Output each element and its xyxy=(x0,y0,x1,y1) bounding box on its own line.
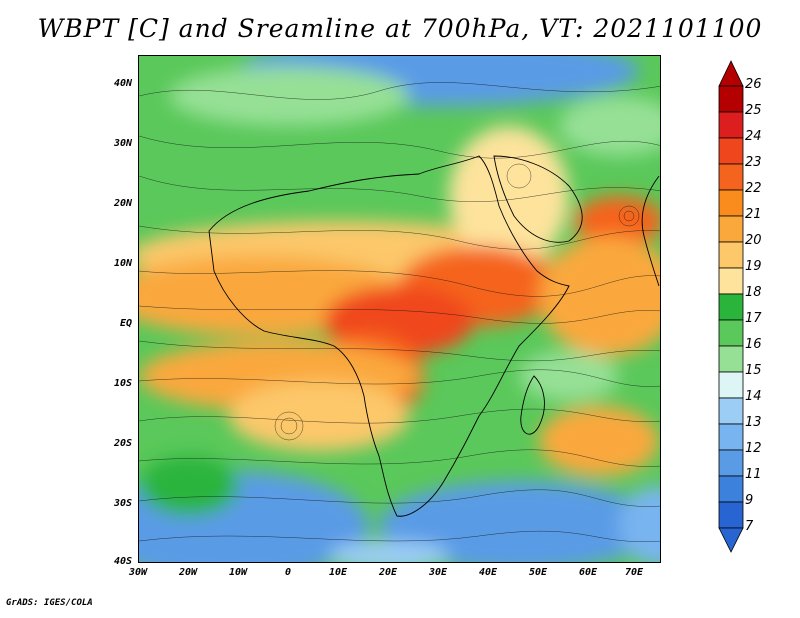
lat-label: 30N xyxy=(113,138,132,149)
lon-label: 20W xyxy=(178,567,198,578)
map-panel xyxy=(138,55,661,563)
colorbar-label: 22 xyxy=(745,181,762,196)
colorbar-swatch xyxy=(718,319,744,347)
colorbar-swatch xyxy=(718,163,744,191)
colorbar-top-arrow xyxy=(718,60,744,87)
colorbar-label: 14 xyxy=(745,389,762,404)
colorbar-swatch xyxy=(718,137,744,165)
lon-label: 10E xyxy=(328,567,348,578)
lon-label: 50E xyxy=(528,567,548,578)
colorbar-label: 24 xyxy=(745,129,762,144)
colorbar-swatches xyxy=(718,60,744,553)
colorbar-label: 21 xyxy=(745,207,762,222)
lon-label: 60E xyxy=(578,567,598,578)
grads-credit: GrADS: IGES/COLA xyxy=(6,598,93,608)
colorbar-swatch xyxy=(718,189,744,217)
colorbar-swatch xyxy=(718,85,744,113)
lon-label: 10W xyxy=(228,567,248,578)
lon-label: 40E xyxy=(478,567,498,578)
colorbar-label: 13 xyxy=(745,415,762,430)
lat-label: 40S xyxy=(113,556,132,567)
colorbar-label: 19 xyxy=(745,259,762,274)
colorbar-label: 18 xyxy=(745,285,762,300)
colorbar-swatch xyxy=(718,241,744,269)
coastlines xyxy=(208,155,660,517)
colorbar-label: 12 xyxy=(745,441,762,456)
temperature-regions xyxy=(139,56,660,562)
streamlines xyxy=(139,82,660,542)
lon-label: 30E xyxy=(428,567,448,578)
colorbar-label: 16 xyxy=(745,337,762,352)
lat-label: 10N xyxy=(113,258,132,269)
colorbar-swatch xyxy=(718,371,744,399)
wbpt-field xyxy=(139,56,660,562)
colorbar-label: 20 xyxy=(745,233,762,248)
lon-label: 20E xyxy=(378,567,398,578)
colorbar-swatch xyxy=(718,111,744,139)
colorbar-bottom-arrow xyxy=(718,527,744,553)
lat-label: 40N xyxy=(113,78,132,89)
colorbar-label: 9 xyxy=(745,493,754,508)
colorbar-label: 23 xyxy=(745,155,762,170)
colorbar-label: 26 xyxy=(745,77,762,92)
lon-label: 0 xyxy=(284,567,292,578)
lat-label: 30S xyxy=(113,498,132,509)
colorbar-label: 7 xyxy=(745,519,754,534)
colorbar-label: 15 xyxy=(745,363,762,378)
lon-label: 30W xyxy=(128,567,148,578)
lat-label: EQ xyxy=(119,318,132,329)
colorbar-swatch xyxy=(718,267,744,295)
colorbar-swatch xyxy=(718,293,744,321)
colorbar-label: 11 xyxy=(745,467,762,482)
colorbar-swatch xyxy=(718,215,744,243)
lon-label: 70E xyxy=(624,567,644,578)
colorbar-swatch xyxy=(718,345,744,373)
colorbar-swatch xyxy=(718,475,744,503)
colorbar-label: 25 xyxy=(745,103,762,118)
lat-label: 20S xyxy=(113,438,132,449)
colorbar-swatch xyxy=(718,397,744,425)
map-title: WBPT [C] and Sreamline at 700hPa, VT: 20… xyxy=(37,14,763,43)
lat-label: 10S xyxy=(113,378,132,389)
colorbar-swatch xyxy=(718,423,744,451)
colorbar xyxy=(718,60,744,553)
lat-label: 20N xyxy=(113,198,132,209)
colorbar-swatch xyxy=(718,501,744,529)
colorbar-label: 17 xyxy=(745,311,762,326)
colorbar-swatch xyxy=(718,449,744,477)
